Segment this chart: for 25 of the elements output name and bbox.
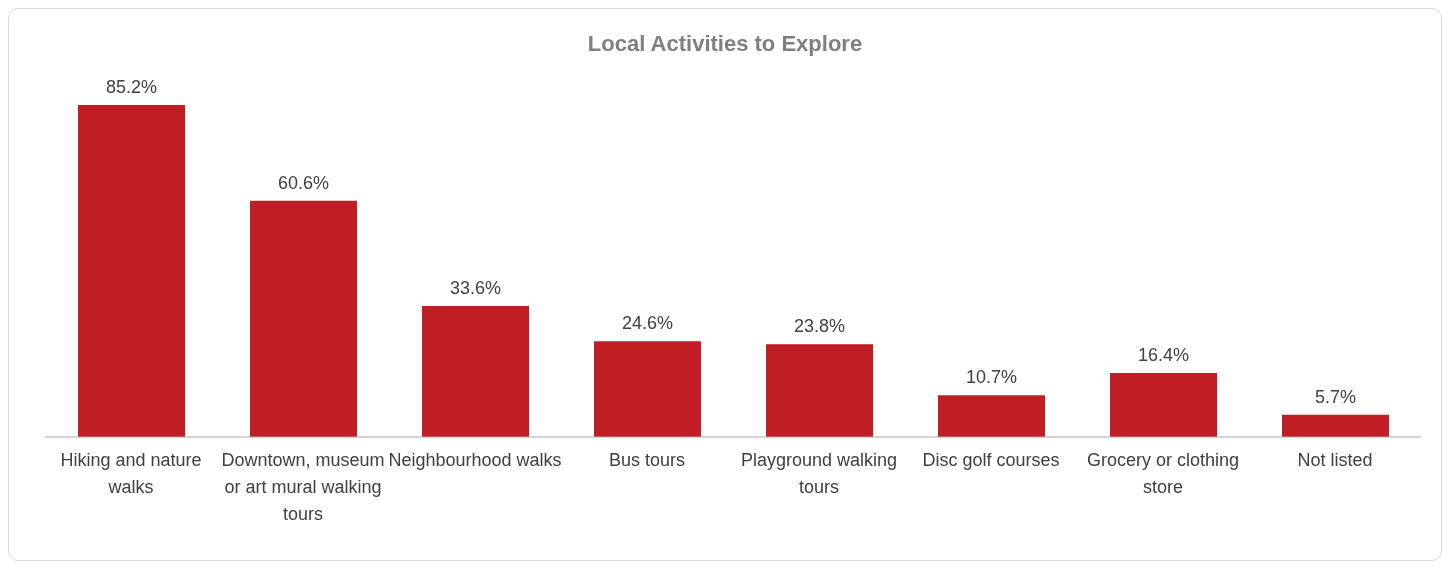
bar (422, 306, 529, 437)
x-tick-label: Not listed (1297, 449, 1373, 470)
chart-title: Local Activities to Explore (586, 31, 864, 58)
data-label: 5.7% (1314, 386, 1357, 407)
x-tick-label: Neighbourhood walks (388, 449, 562, 470)
data-label: 23.8% (793, 316, 846, 337)
x-tick-label: Disc golf courses (922, 449, 1060, 470)
x-tick-label: Grocery or clothing store (1086, 449, 1240, 497)
data-label: 33.6% (449, 278, 502, 299)
bar (1110, 373, 1217, 437)
data-label: 24.6% (621, 313, 674, 334)
bar (938, 395, 1045, 437)
bar (766, 344, 873, 437)
bar (250, 200, 357, 437)
data-label: 16.4% (1137, 345, 1190, 366)
x-tick-label: Bus tours (608, 449, 686, 470)
x-tick-label: Hiking and nature walks (60, 449, 202, 497)
data-label: 10.7% (965, 367, 1018, 388)
bar (594, 341, 701, 437)
x-tick-label: Playground walking tours (740, 449, 898, 497)
bar (78, 105, 185, 437)
x-tick-label: Downtown, museum or art mural walking tours (221, 449, 385, 524)
data-label: 85.2% (105, 77, 158, 97)
data-label: 60.6% (277, 172, 330, 193)
bar (1282, 414, 1389, 437)
